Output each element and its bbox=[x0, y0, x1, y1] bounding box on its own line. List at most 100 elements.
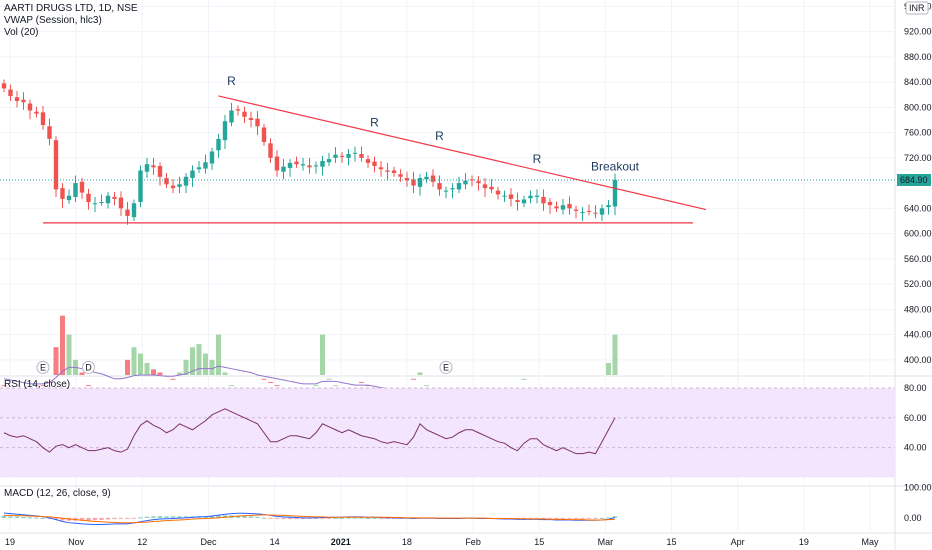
trendlines[interactable] bbox=[43, 95, 707, 224]
candle bbox=[456, 183, 462, 190]
candle bbox=[398, 174, 403, 177]
volume-bar bbox=[326, 378, 332, 380]
time-tick-label: Dec bbox=[200, 537, 217, 547]
candle bbox=[66, 195, 72, 201]
macd-histogram-bar bbox=[157, 516, 163, 518]
rsi-tick-label: 60.00 bbox=[904, 413, 927, 423]
volume-bar bbox=[79, 372, 85, 375]
candle bbox=[339, 155, 345, 157]
macd-histogram-bar bbox=[333, 517, 338, 519]
macd-histogram-bar bbox=[365, 517, 371, 519]
rsi-line bbox=[3, 408, 616, 455]
time-tick-label: 2021 bbox=[331, 537, 351, 547]
candle bbox=[274, 156, 280, 171]
candle bbox=[287, 162, 293, 168]
macd-histogram-bar bbox=[268, 517, 273, 519]
candle bbox=[482, 184, 488, 189]
macd-histogram-bar bbox=[144, 516, 150, 518]
macd-histogram-bar bbox=[281, 517, 286, 520]
volume-bar bbox=[268, 381, 273, 383]
time-tick-label: 12 bbox=[137, 537, 147, 547]
candle bbox=[489, 186, 494, 190]
price-tick-label: 920.00 bbox=[904, 27, 932, 37]
candle bbox=[606, 205, 611, 208]
candle bbox=[372, 161, 377, 167]
candle bbox=[365, 159, 371, 163]
volume-bar bbox=[229, 385, 234, 387]
volume-bar bbox=[320, 334, 325, 375]
price-tick-label: 480.00 bbox=[904, 304, 932, 314]
candle bbox=[157, 166, 163, 177]
macd-histogram-bar bbox=[372, 517, 377, 519]
candle bbox=[112, 196, 117, 199]
macd-histogram-bar bbox=[300, 517, 306, 520]
macd-histogram-bar bbox=[60, 517, 65, 521]
macd-histogram-bar bbox=[1, 515, 7, 518]
macd-histogram-bar bbox=[261, 517, 267, 519]
candle bbox=[40, 112, 46, 125]
candle bbox=[326, 159, 332, 163]
price-tick-label: 760.00 bbox=[904, 128, 932, 138]
volume-bar bbox=[261, 378, 267, 380]
candle bbox=[443, 190, 449, 192]
candle bbox=[209, 151, 215, 164]
rsi-tick-label: 40.00 bbox=[904, 443, 927, 453]
candle bbox=[92, 203, 98, 205]
candle bbox=[508, 194, 514, 199]
price-tick-label: 440.00 bbox=[904, 330, 932, 340]
macd-histogram-bar bbox=[541, 517, 546, 519]
macd-histogram-bar bbox=[131, 517, 137, 519]
time-axis[interactable]: 19 Nov 12 Dec 14 2021 18 Feb 15 Mar 15 Apr 19 May bbox=[5, 537, 879, 547]
candle bbox=[235, 109, 241, 111]
signal-line bbox=[4, 514, 616, 524]
macd-histogram-bar bbox=[209, 516, 215, 518]
macd-histogram-bar bbox=[326, 517, 332, 519]
candle bbox=[14, 97, 20, 102]
candle bbox=[183, 176, 189, 186]
symbol-title[interactable]: AARTI DRUGS LTD, 1D, NSE bbox=[4, 3, 138, 14]
candle bbox=[560, 205, 566, 210]
candle bbox=[281, 166, 286, 172]
macd-histogram-bar bbox=[183, 516, 189, 518]
candle bbox=[573, 209, 579, 211]
macd-histogram-bar bbox=[164, 516, 169, 518]
candle bbox=[229, 110, 234, 123]
candle bbox=[294, 161, 299, 165]
macd-legend[interactable]: MACD (12, 26, close, 9) bbox=[4, 488, 111, 499]
time-tick-label: Apr bbox=[731, 537, 745, 547]
volume-bar bbox=[313, 385, 319, 387]
time-tick-label: Feb bbox=[465, 537, 481, 547]
macd-histogram-bar bbox=[320, 517, 325, 519]
volume-bar bbox=[606, 363, 611, 375]
candle bbox=[170, 185, 176, 189]
volume-bar bbox=[53, 347, 59, 375]
volume-legend[interactable]: Vol (20) bbox=[4, 27, 39, 38]
candle bbox=[430, 175, 436, 182]
candle bbox=[125, 209, 130, 216]
candle bbox=[27, 103, 33, 111]
volume-bar bbox=[411, 378, 416, 380]
macd-histogram-bar bbox=[235, 515, 241, 518]
macd-histogram-bar bbox=[99, 517, 104, 521]
candles[interactable] bbox=[0, 79, 895, 225]
candle bbox=[164, 178, 169, 185]
macd-histogram-bar bbox=[287, 517, 293, 520]
macd-histogram-bar bbox=[170, 516, 176, 518]
price-tick-label: 640.00 bbox=[904, 203, 932, 213]
vwap-legend[interactable]: VWAP (Session, hlc3) bbox=[4, 15, 102, 26]
annotation-label: R bbox=[435, 129, 444, 143]
event-marker bbox=[439, 360, 453, 374]
price-tick-label: 560.00 bbox=[904, 254, 932, 264]
candle bbox=[21, 99, 26, 103]
price-axis[interactable]: 960.00920.00880.00840.00800.00760.00720.… bbox=[897, 1, 932, 523]
candle bbox=[53, 140, 59, 190]
rsi-legend[interactable]: RSI (14, close) bbox=[4, 379, 71, 390]
candle bbox=[79, 181, 85, 193]
volume-bar bbox=[274, 385, 280, 387]
macd-histogram-bar bbox=[34, 517, 39, 519]
candle bbox=[534, 195, 540, 197]
time-tick-label: May bbox=[861, 537, 879, 547]
candle bbox=[547, 202, 553, 206]
macd-histogram-bar bbox=[177, 516, 182, 518]
